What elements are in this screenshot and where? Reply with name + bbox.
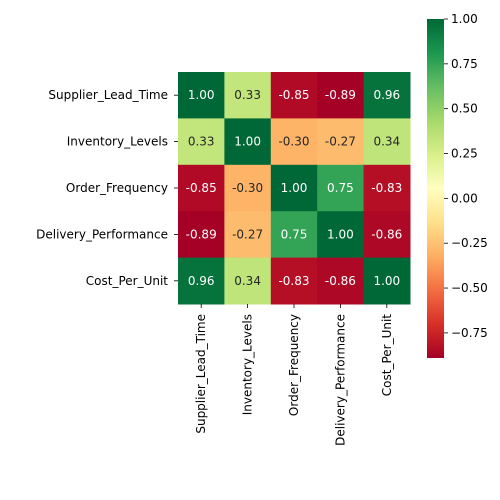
heatmap-cell-supplier-lead-time-cost-per-unit: [363, 72, 411, 119]
colorbar-gradient: [427, 19, 444, 358]
heatmap-cell-delivery-performance-order-frequency: [270, 211, 318, 259]
cell-value-label: 1.00: [281, 181, 308, 195]
heatmap-cell-delivery-performance-inventory-levels: [224, 211, 272, 259]
cell-value-label: -0.89: [186, 227, 217, 241]
cell-value-label: -0.86: [371, 227, 402, 241]
y-tick-label: Delivery_Performance: [36, 227, 168, 241]
y-tick-label: Cost_Per_Unit: [86, 274, 169, 288]
heatmap-cell-cost-per-unit-inventory-levels: [224, 257, 272, 305]
colorbar-tick-label: 0.25: [451, 147, 478, 161]
heatmap-cell-order-frequency-cost-per-unit: [363, 164, 411, 212]
heatmap-cell-inventory-levels-cost-per-unit: [363, 118, 411, 166]
cell-value-label: -0.30: [278, 135, 309, 149]
colorbar-tick-label: 0.00: [451, 191, 478, 205]
y-tick-label: Supplier_Lead_Time: [48, 88, 168, 102]
x-tick-label: Supplier_Lead_Time: [194, 314, 208, 434]
heatmap-cell-order-frequency-inventory-levels: [224, 164, 272, 212]
heatmap-cell-delivery-performance-cost-per-unit: [363, 211, 411, 259]
cell-value-label: 1.00: [188, 88, 215, 102]
cell-value-label: 1.00: [373, 274, 400, 288]
cell-value-label: 0.34: [234, 274, 261, 288]
x-axis-tick-labels: Supplier_Lead_Time Inventory_Levels Order_…: [194, 304, 394, 446]
colorbar-tick-label: 0.50: [451, 102, 478, 116]
heatmap-cell-cost-per-unit-order-frequency: [270, 257, 318, 305]
cell-value-label: -0.83: [371, 181, 402, 195]
heatmap-cell-inventory-levels-supplier-lead-time: [178, 118, 225, 166]
heatmap-cell-delivery-performance-supplier-lead-time: [178, 211, 225, 259]
heatmap-cell-inventory-levels-inventory-levels: [224, 118, 272, 166]
cell-value-label: -0.83: [278, 274, 309, 288]
heatmap-cell-supplier-lead-time-inventory-levels: [224, 72, 272, 119]
cell-value-label: -0.85: [186, 181, 217, 195]
colorbar-tick-label: −0.75: [451, 326, 488, 340]
y-axis-tick-labels: Supplier_Lead_Time Inventory_Levels Order_…: [36, 88, 178, 288]
colorbar-tick-label: −0.50: [451, 281, 488, 295]
cell-value-label: -0.86: [325, 274, 356, 288]
colorbar-tick-label: 0.75: [451, 57, 478, 71]
heatmap-cell-labels: 1.00 0.33 -0.85 -0.89 0.96 0.33 1.00 -0.30 -0.27…: [186, 88, 403, 288]
cell-value-label: 0.75: [327, 181, 354, 195]
colorbar-tick-label: 1.00: [451, 12, 478, 26]
colorbar: 1.00 0.75 0.50 0.25 0.00 −0.25 −0.50 −0.75: [427, 12, 488, 358]
x-tick-label: Order_Frequency: [287, 314, 301, 416]
cell-value-label: 0.33: [188, 135, 215, 149]
cell-value-label: 0.33: [234, 88, 261, 102]
heatmap-cell-supplier-lead-time-order-frequency: [270, 72, 318, 119]
heatmap-cell-inventory-levels-delivery-performance: [317, 118, 365, 166]
y-tick-label: Inventory_Levels: [67, 135, 168, 149]
heatmap-cell-cost-per-unit-delivery-performance: [317, 257, 365, 305]
heatmap-cell-cost-per-unit-cost-per-unit: [363, 257, 411, 305]
heatmap-cell-delivery-performance-delivery-performance: [317, 211, 365, 259]
cell-value-label: -0.27: [325, 135, 356, 149]
cell-value-label: 1.00: [234, 135, 261, 149]
cell-value-label: -0.30: [232, 181, 263, 195]
cell-value-label: 0.75: [281, 227, 308, 241]
cell-value-label: -0.27: [232, 227, 263, 241]
heatmap-cell-order-frequency-delivery-performance: [317, 164, 365, 212]
y-tick-label: Order_Frequency: [66, 181, 168, 195]
heatmap-cell-supplier-lead-time-supplier-lead-time: [178, 72, 225, 119]
x-tick-label: Cost_Per_Unit: [380, 314, 394, 397]
heatmap-cell-supplier-lead-time-delivery-performance: [317, 72, 365, 119]
heatmap-cell-order-frequency-supplier-lead-time: [178, 164, 225, 212]
heatmap-cell-inventory-levels-order-frequency: [270, 118, 318, 166]
x-tick-label: Inventory_Levels: [241, 314, 255, 415]
heatmap-cells: [178, 72, 411, 305]
cell-value-label: 1.00: [327, 227, 354, 241]
colorbar-tick-label: −0.25: [451, 236, 488, 250]
cell-value-label: -0.85: [278, 88, 309, 102]
cell-value-label: -0.89: [325, 88, 356, 102]
cell-value-label: 0.34: [373, 135, 400, 149]
heatmap-cell-order-frequency-order-frequency: [270, 164, 318, 212]
x-tick-label: Delivery_Performance: [333, 314, 347, 446]
cell-value-label: 0.96: [373, 88, 400, 102]
cell-value-label: 0.96: [188, 274, 215, 288]
heatmap-cell-cost-per-unit-supplier-lead-time: [178, 257, 225, 305]
